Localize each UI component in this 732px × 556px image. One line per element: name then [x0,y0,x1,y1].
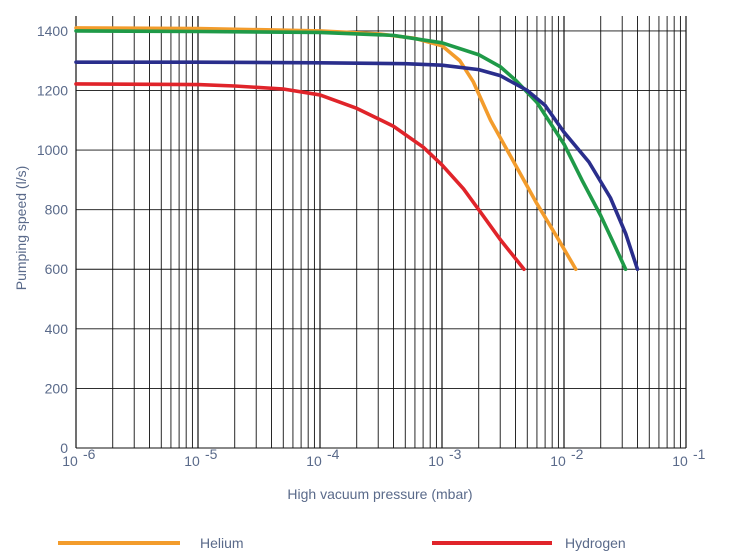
series-lines [74,26,640,272]
y-tick-label: 1000 [37,142,68,158]
series-line-3 [74,29,628,272]
x-tick-exponent: -2 [571,446,584,462]
x-tick-exponent: -5 [205,446,218,462]
y-tick-label: 200 [45,380,69,396]
y-tick-label: 1200 [37,82,68,98]
x-tick-label: 10 [184,453,200,469]
x-tick-label: 10 [306,453,322,469]
y-tick-label: 800 [45,202,69,218]
x-tick-label: 10 [550,453,566,469]
y-tick-label: 400 [45,321,69,337]
legend-label: Hydrogen [565,535,626,551]
y-axis-title: Pumping speed (l/s) [13,166,29,291]
x-axis-title: High vacuum pressure (mbar) [287,486,472,502]
x-tick-label: 10 [428,453,444,469]
series-line-4 [74,60,640,272]
x-tick-exponent: -4 [327,446,340,462]
x-tick-exponent: -6 [83,446,96,462]
x-tick-exponent: -1 [693,446,706,462]
grid [75,16,687,449]
y-tick-label: 1400 [37,23,68,39]
y-tick-label: 600 [45,261,69,277]
legend: Helium Hydrogen [58,535,626,551]
series-line-hydrogen [74,82,526,272]
legend-label: Helium [200,535,244,551]
x-tick-label: 10 [62,453,78,469]
x-tick-label: 10 [672,453,688,469]
x-tick-exponent: -3 [449,446,462,462]
y-tick-label: 0 [60,440,68,456]
